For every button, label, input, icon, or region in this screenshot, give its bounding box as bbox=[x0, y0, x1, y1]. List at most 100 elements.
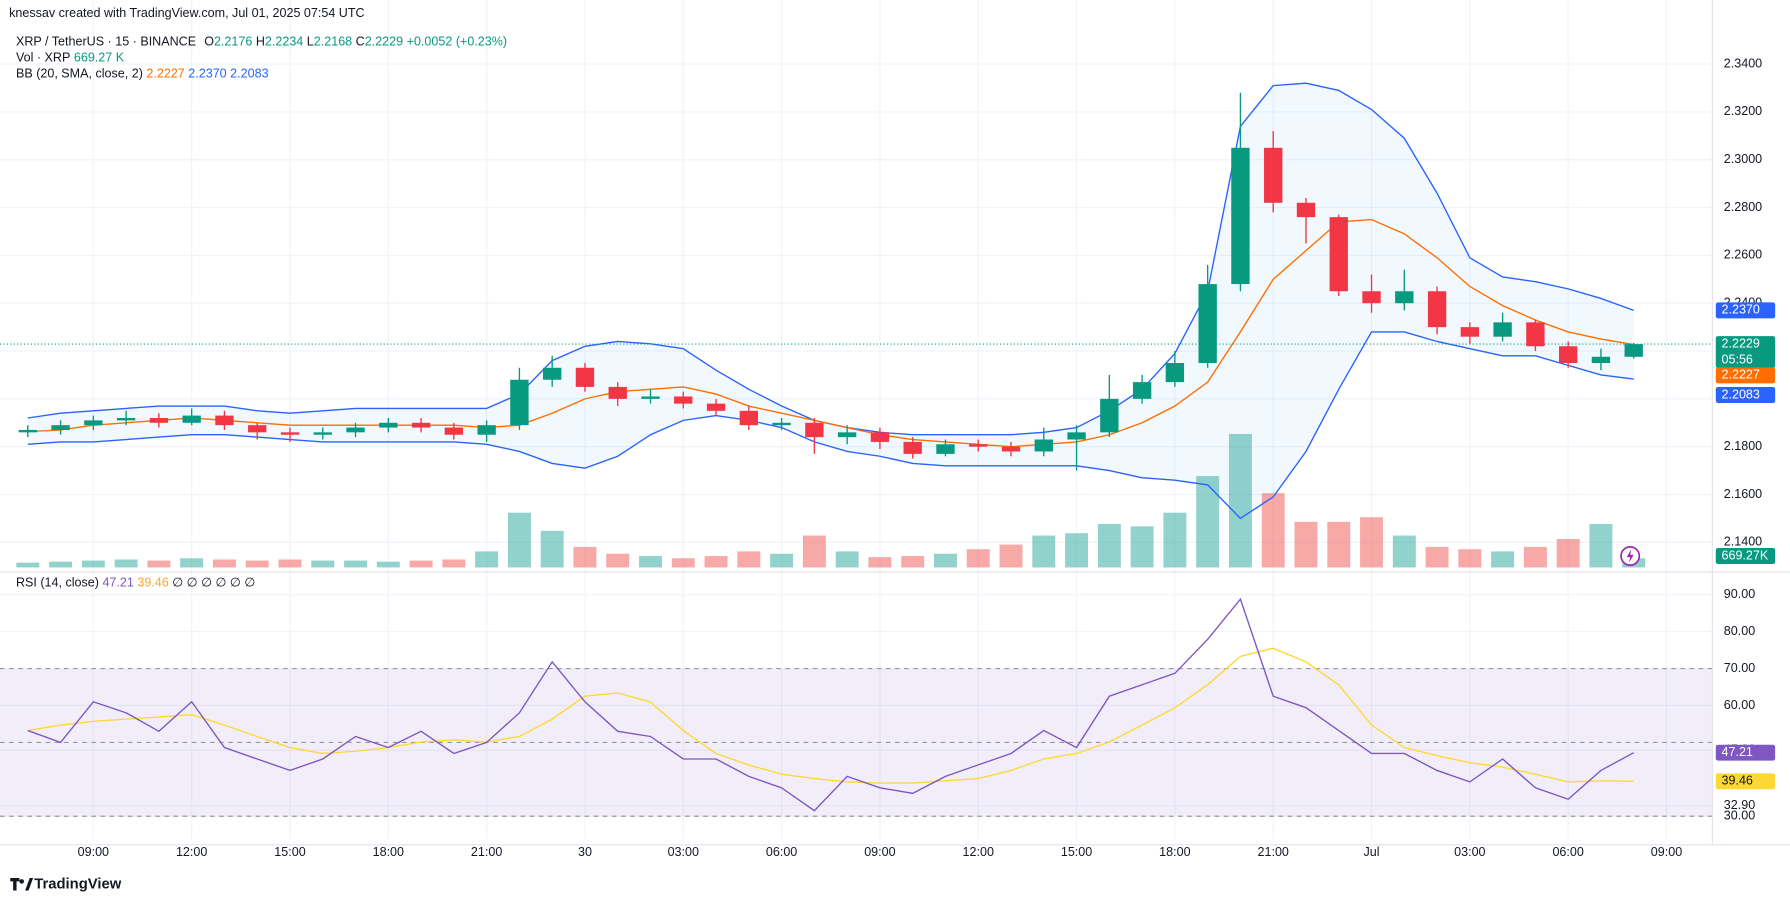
candle-body bbox=[1067, 432, 1086, 440]
time-tick-label: 30 bbox=[578, 845, 592, 859]
brand-logo: TradingView bbox=[10, 877, 122, 893]
candle-body bbox=[1526, 322, 1545, 347]
rsi-legend: RSI (14, close) 47.21 39.46 ∅ ∅ ∅ ∅ ∅ ∅ bbox=[16, 576, 255, 590]
volume-legend: Vol · XRP 669.27 K bbox=[16, 51, 125, 65]
candle-body bbox=[510, 379, 529, 426]
candle-body bbox=[215, 415, 234, 426]
volume-bar bbox=[81, 560, 105, 568]
time-tick-label: 21:00 bbox=[1258, 845, 1289, 859]
volume-title: Vol · XRP bbox=[16, 51, 70, 65]
bb-mid-value: 2.2227 bbox=[146, 67, 184, 81]
volume-bar bbox=[475, 551, 499, 568]
rsi-badge: 47.21 bbox=[1722, 745, 1753, 759]
candle-body bbox=[1296, 202, 1316, 218]
rsi-tick-label: 70.00 bbox=[1724, 661, 1755, 675]
candle-body bbox=[575, 367, 595, 387]
time-tick-label: 09:00 bbox=[864, 845, 895, 859]
candle-body bbox=[1558, 346, 1578, 363]
rsi-value: 47.21 bbox=[102, 576, 133, 590]
candle-body bbox=[149, 417, 169, 423]
candle-body bbox=[543, 367, 562, 380]
volume-value: 669.27 K bbox=[74, 51, 125, 65]
symbol-legend: XRP / TetherUS · 15 · BINANCE O2.2176 H2… bbox=[16, 35, 507, 49]
time-tick-label: 18:00 bbox=[1159, 845, 1190, 859]
rsi-title: RSI (14, close) bbox=[16, 576, 99, 590]
bb-upper-value: 2.2370 bbox=[188, 67, 226, 81]
time-tick-label: 15:00 bbox=[1061, 845, 1092, 859]
candle-body bbox=[706, 403, 726, 411]
rsi-ma-badge: 39.46 bbox=[1722, 774, 1753, 788]
volume-bar bbox=[1261, 493, 1285, 568]
volume-badge: 669.27K bbox=[1722, 548, 1769, 562]
candle-body bbox=[1591, 356, 1611, 363]
candle-body bbox=[1493, 322, 1512, 337]
time-tick-label: 15:00 bbox=[274, 845, 305, 859]
time-tick-label: 12:00 bbox=[176, 845, 207, 859]
time-tick-label: 18:00 bbox=[373, 845, 404, 859]
volume-bar bbox=[409, 560, 433, 568]
volume-bar bbox=[1130, 526, 1154, 568]
candle-body bbox=[739, 410, 759, 426]
volume-bar bbox=[1458, 549, 1482, 568]
volume-bar bbox=[1425, 546, 1449, 568]
low-label: L bbox=[307, 35, 314, 49]
time-tick-label: 09:00 bbox=[78, 845, 109, 859]
close-label: C bbox=[356, 35, 365, 49]
volume-bar bbox=[16, 562, 40, 568]
volume-bar bbox=[507, 512, 531, 568]
rsi-tick-label: 60.00 bbox=[1724, 698, 1755, 712]
close-value: 2.2229 bbox=[365, 35, 403, 49]
volume-bar bbox=[311, 560, 335, 568]
candle-body bbox=[346, 427, 365, 433]
volume-bar bbox=[278, 559, 302, 568]
volume-bar bbox=[1523, 546, 1547, 568]
candle-body bbox=[969, 444, 988, 447]
volume-bar bbox=[1589, 524, 1613, 568]
alert-icon[interactable] bbox=[1620, 546, 1641, 567]
volume-bar bbox=[1196, 476, 1220, 568]
volume-bar bbox=[114, 559, 138, 568]
volume-bar bbox=[737, 551, 761, 568]
axis-layer: 09:00 12:00 15:00 18:00 21:00 30 03:00 06:00 09:… bbox=[78, 56, 1763, 859]
bb-legend: BB (20, SMA, close, 2) 2.2227 2.2370 2.2… bbox=[16, 67, 269, 81]
bb-upper-badge-bg bbox=[1715, 302, 1776, 319]
candle-body bbox=[1395, 291, 1414, 304]
time-tick-label: 12:00 bbox=[963, 845, 994, 859]
candle-body bbox=[1198, 284, 1217, 363]
high-value: 2.2234 bbox=[265, 35, 303, 49]
symbol: XRP / TetherUS · 15 · BINANCE bbox=[16, 35, 196, 49]
candle-body bbox=[18, 429, 37, 433]
volume-bar bbox=[802, 535, 826, 568]
badge-layer: 2.2370 2.2083 2.2229 05:56 2.2227 669.27K 47.2… bbox=[1715, 302, 1776, 790]
volume-bar bbox=[1163, 512, 1187, 568]
price-tick-label: 2.3400 bbox=[1724, 56, 1762, 70]
rsi-ma-value: 39.46 bbox=[137, 576, 168, 590]
bb-lower-badge-bg bbox=[1715, 387, 1776, 403]
rsi-ma-line bbox=[27, 647, 1634, 784]
volume-bar bbox=[901, 556, 925, 568]
volume-bar bbox=[639, 556, 662, 568]
candle-body bbox=[1034, 439, 1053, 452]
candle-body bbox=[116, 417, 136, 421]
volume-bar bbox=[606, 553, 630, 568]
candle-body bbox=[1624, 344, 1643, 357]
volume-bar bbox=[344, 560, 368, 568]
volume-bar bbox=[442, 559, 466, 568]
alert-bolt[interactable] bbox=[1626, 549, 1634, 563]
candle-body bbox=[805, 422, 824, 438]
volume-bar bbox=[1556, 538, 1580, 568]
bb-mid-badge-bg bbox=[1715, 367, 1776, 384]
price-tick-label: 2.2600 bbox=[1724, 248, 1762, 262]
volume-bar bbox=[671, 558, 695, 568]
change-value: +0.0052 (+0.23%) bbox=[407, 35, 507, 49]
candle-body bbox=[444, 427, 464, 435]
price-badge-countdown: 05:56 bbox=[1722, 352, 1753, 366]
price-tick-label: 2.2800 bbox=[1724, 200, 1762, 214]
volume-bar bbox=[573, 546, 597, 568]
rsi-layer bbox=[0, 597, 1713, 817]
bb-lower-badge: 2.2083 bbox=[1722, 387, 1760, 401]
volume-bar bbox=[868, 557, 892, 568]
candle-body bbox=[1362, 291, 1381, 304]
